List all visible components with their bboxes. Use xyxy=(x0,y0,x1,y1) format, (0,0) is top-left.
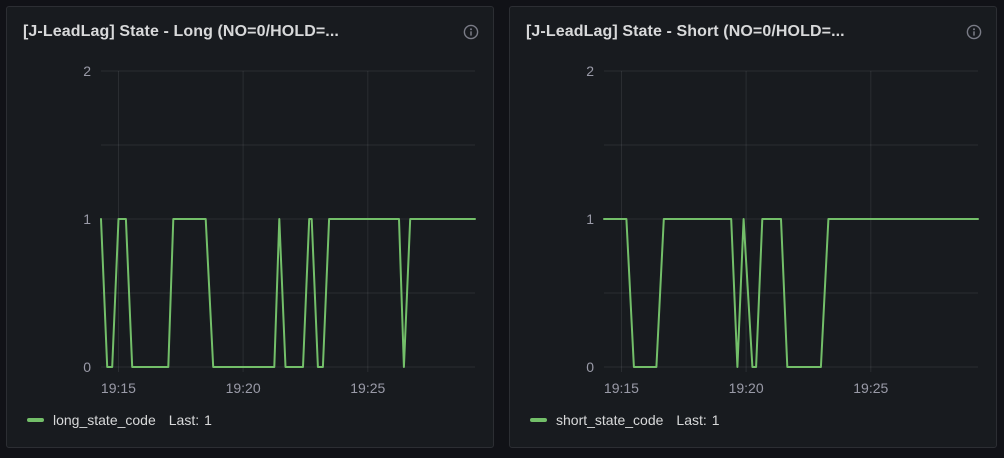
panel-title[interactable]: [J-LeadLag] State - Short (NO=0/HOLD=... xyxy=(526,23,845,40)
y-axis-label: 2 xyxy=(83,63,91,79)
x-axis-label: 19:15 xyxy=(100,380,136,396)
x-axis-label: 19:15 xyxy=(603,380,639,396)
legend-stat-label: Last: xyxy=(676,412,707,428)
panel-header: [J-LeadLag] State - Short (NO=0/HOLD=... xyxy=(510,7,996,46)
x-axis-label: 19:25 xyxy=(350,380,386,396)
legend: short_state_code Last: 1 xyxy=(530,410,720,430)
time-series-chart[interactable] xyxy=(97,65,481,381)
series-line xyxy=(100,218,476,368)
y-axis-label: 0 xyxy=(83,359,91,375)
x-axis-label: 19:25 xyxy=(853,380,889,396)
panel-title[interactable]: [J-LeadLag] State - Long (NO=0/HOLD=... xyxy=(23,23,339,40)
legend-stat: Last: 1 xyxy=(169,412,212,428)
legend-stat-value: 1 xyxy=(204,412,212,428)
y-axis-label: 1 xyxy=(83,211,91,227)
x-axis-label: 19:20 xyxy=(225,380,261,396)
info-icon[interactable] xyxy=(966,24,982,40)
legend-series-name[interactable]: long_state_code xyxy=(53,412,156,428)
legend-series-swatch xyxy=(27,418,44,422)
x-axis-label: 19:20 xyxy=(728,380,764,396)
y-axis-label: 0 xyxy=(586,359,594,375)
y-axis-label: 2 xyxy=(586,63,594,79)
legend-stat-label: Last: xyxy=(168,412,200,428)
panel-state-short: [J-LeadLag] State - Short (NO=0/HOLD=...… xyxy=(509,6,997,448)
legend-stat: Last: 1 xyxy=(676,412,719,428)
time-series-chart[interactable] xyxy=(600,65,984,381)
info-icon[interactable] xyxy=(463,24,479,40)
panel-header: [J-LeadLag] State - Long (NO=0/HOLD=... xyxy=(7,7,493,46)
legend-stat-value: 1 xyxy=(711,412,720,428)
legend: long_state_code Last: 1 xyxy=(27,410,212,430)
series-line xyxy=(603,218,979,368)
legend-series-name[interactable]: short_state_code xyxy=(556,412,664,428)
y-axis-label: 1 xyxy=(586,211,594,227)
panel-state-long: [J-LeadLag] State - Long (NO=0/HOLD=... … xyxy=(6,6,494,448)
legend-series-swatch xyxy=(530,418,547,422)
